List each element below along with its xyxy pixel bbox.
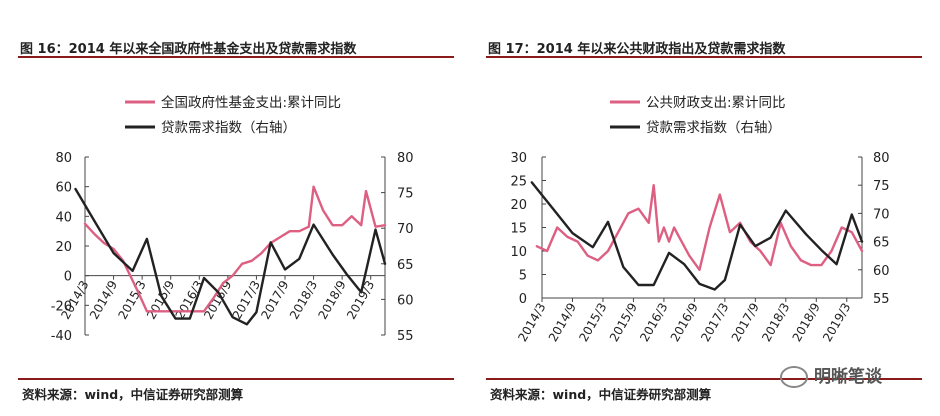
- x-tick-label: 2017/3: [698, 301, 731, 345]
- series-line-dark: [530, 181, 864, 291]
- series-line-dark: [74, 187, 387, 326]
- right-tick-label: 80: [873, 151, 890, 166]
- x-tick-label: 2015/9: [607, 301, 640, 345]
- left-tick-label: 60: [55, 181, 72, 196]
- right-tick-label: 60: [873, 264, 890, 279]
- title-rule: [18, 56, 454, 58]
- right-tick-label: 75: [397, 187, 414, 202]
- source-rule: [486, 378, 922, 380]
- x-tick-label: 2014/3: [515, 301, 548, 345]
- source-rule: [18, 378, 454, 380]
- watermark: 明晰笔谈: [780, 362, 882, 388]
- series-line-pink: [535, 183, 864, 271]
- left-tick-label: 80: [55, 151, 72, 166]
- series-line-pink: [83, 185, 387, 313]
- x-tick-label: 2016/9: [668, 301, 701, 345]
- right-tick-label: 80: [397, 151, 414, 166]
- right-tick-label: 60: [397, 293, 414, 308]
- line-chart-16: 806040200-20-408075706560552014/32014/92…: [51, 94, 414, 344]
- x-tick-label: 2016/3: [637, 301, 670, 345]
- x-tick-label: 2014/9: [546, 301, 579, 345]
- x-tick-label: 2018/3: [759, 301, 792, 345]
- left-tick-label: 30: [510, 151, 527, 166]
- chart-title: 图 17：2014 年以来公共财政指出及贷款需求指数: [488, 42, 786, 57]
- watermark-text: 明晰笔谈: [814, 367, 882, 387]
- x-tick-label: 2019/3: [344, 278, 377, 322]
- right-tick-label: 55: [397, 329, 414, 344]
- right-tick-label: 70: [397, 222, 414, 237]
- wechat-icon: [780, 366, 808, 388]
- right-tick-label: 65: [397, 258, 414, 273]
- left-tick-label: 20: [510, 198, 527, 213]
- left-tick-label: 15: [510, 222, 527, 237]
- source-note: 资料来源：wind，中信证券研究部测算: [490, 387, 712, 402]
- left-tick-label: 5: [519, 269, 527, 284]
- chart-panel-16: 图 16：2014 年以来全国政府性基金支出及贷款需求指数 80 60 40 20 0 -…: [18, 42, 454, 402]
- left-tick-label: -20: [51, 299, 72, 314]
- left-tick-label: 0: [519, 292, 527, 307]
- left-tick-label: 0: [64, 270, 72, 285]
- left-tick-label: 10: [510, 245, 527, 260]
- x-tick-label: 2015/3: [576, 301, 609, 345]
- right-tick-label: 65: [873, 236, 890, 251]
- right-tick-label: 70: [873, 207, 890, 222]
- chart-title: 图 16：2014 年以来全国政府性基金支出及贷款需求指数: [20, 42, 357, 57]
- legend-label: 公共财政支出:累计同比: [646, 95, 786, 111]
- left-tick-label: 25: [510, 175, 527, 190]
- x-tick-label: 2019/3: [820, 301, 853, 345]
- right-tick-label: 75: [873, 179, 890, 194]
- legend-label: 贷款需求指数（右轴）: [161, 120, 296, 136]
- legend-label: 全国政府性基金支出:累计同比: [161, 94, 341, 111]
- x-tick-label: 2018/9: [790, 301, 823, 345]
- left-tick-label: 40: [55, 210, 72, 225]
- source-note: 资料来源：wind，中信证券研究部测算: [22, 387, 244, 402]
- left-tick-label: -40: [51, 329, 72, 344]
- title-rule: [486, 56, 922, 58]
- x-tick-label: 2017/9: [729, 301, 762, 345]
- left-tick-label: 20: [55, 240, 72, 255]
- right-tick-label: 55: [873, 292, 890, 307]
- legend-label: 贷款需求指数（右轴）: [646, 120, 781, 136]
- line-chart-17: 3025201510508075706560552014/32014/92015…: [510, 95, 890, 345]
- chart-panel-17: 图 17：2014 年以来公共财政指出及贷款需求指数 30 25 20 15 10 5 0 8…: [470, 0, 940, 416]
